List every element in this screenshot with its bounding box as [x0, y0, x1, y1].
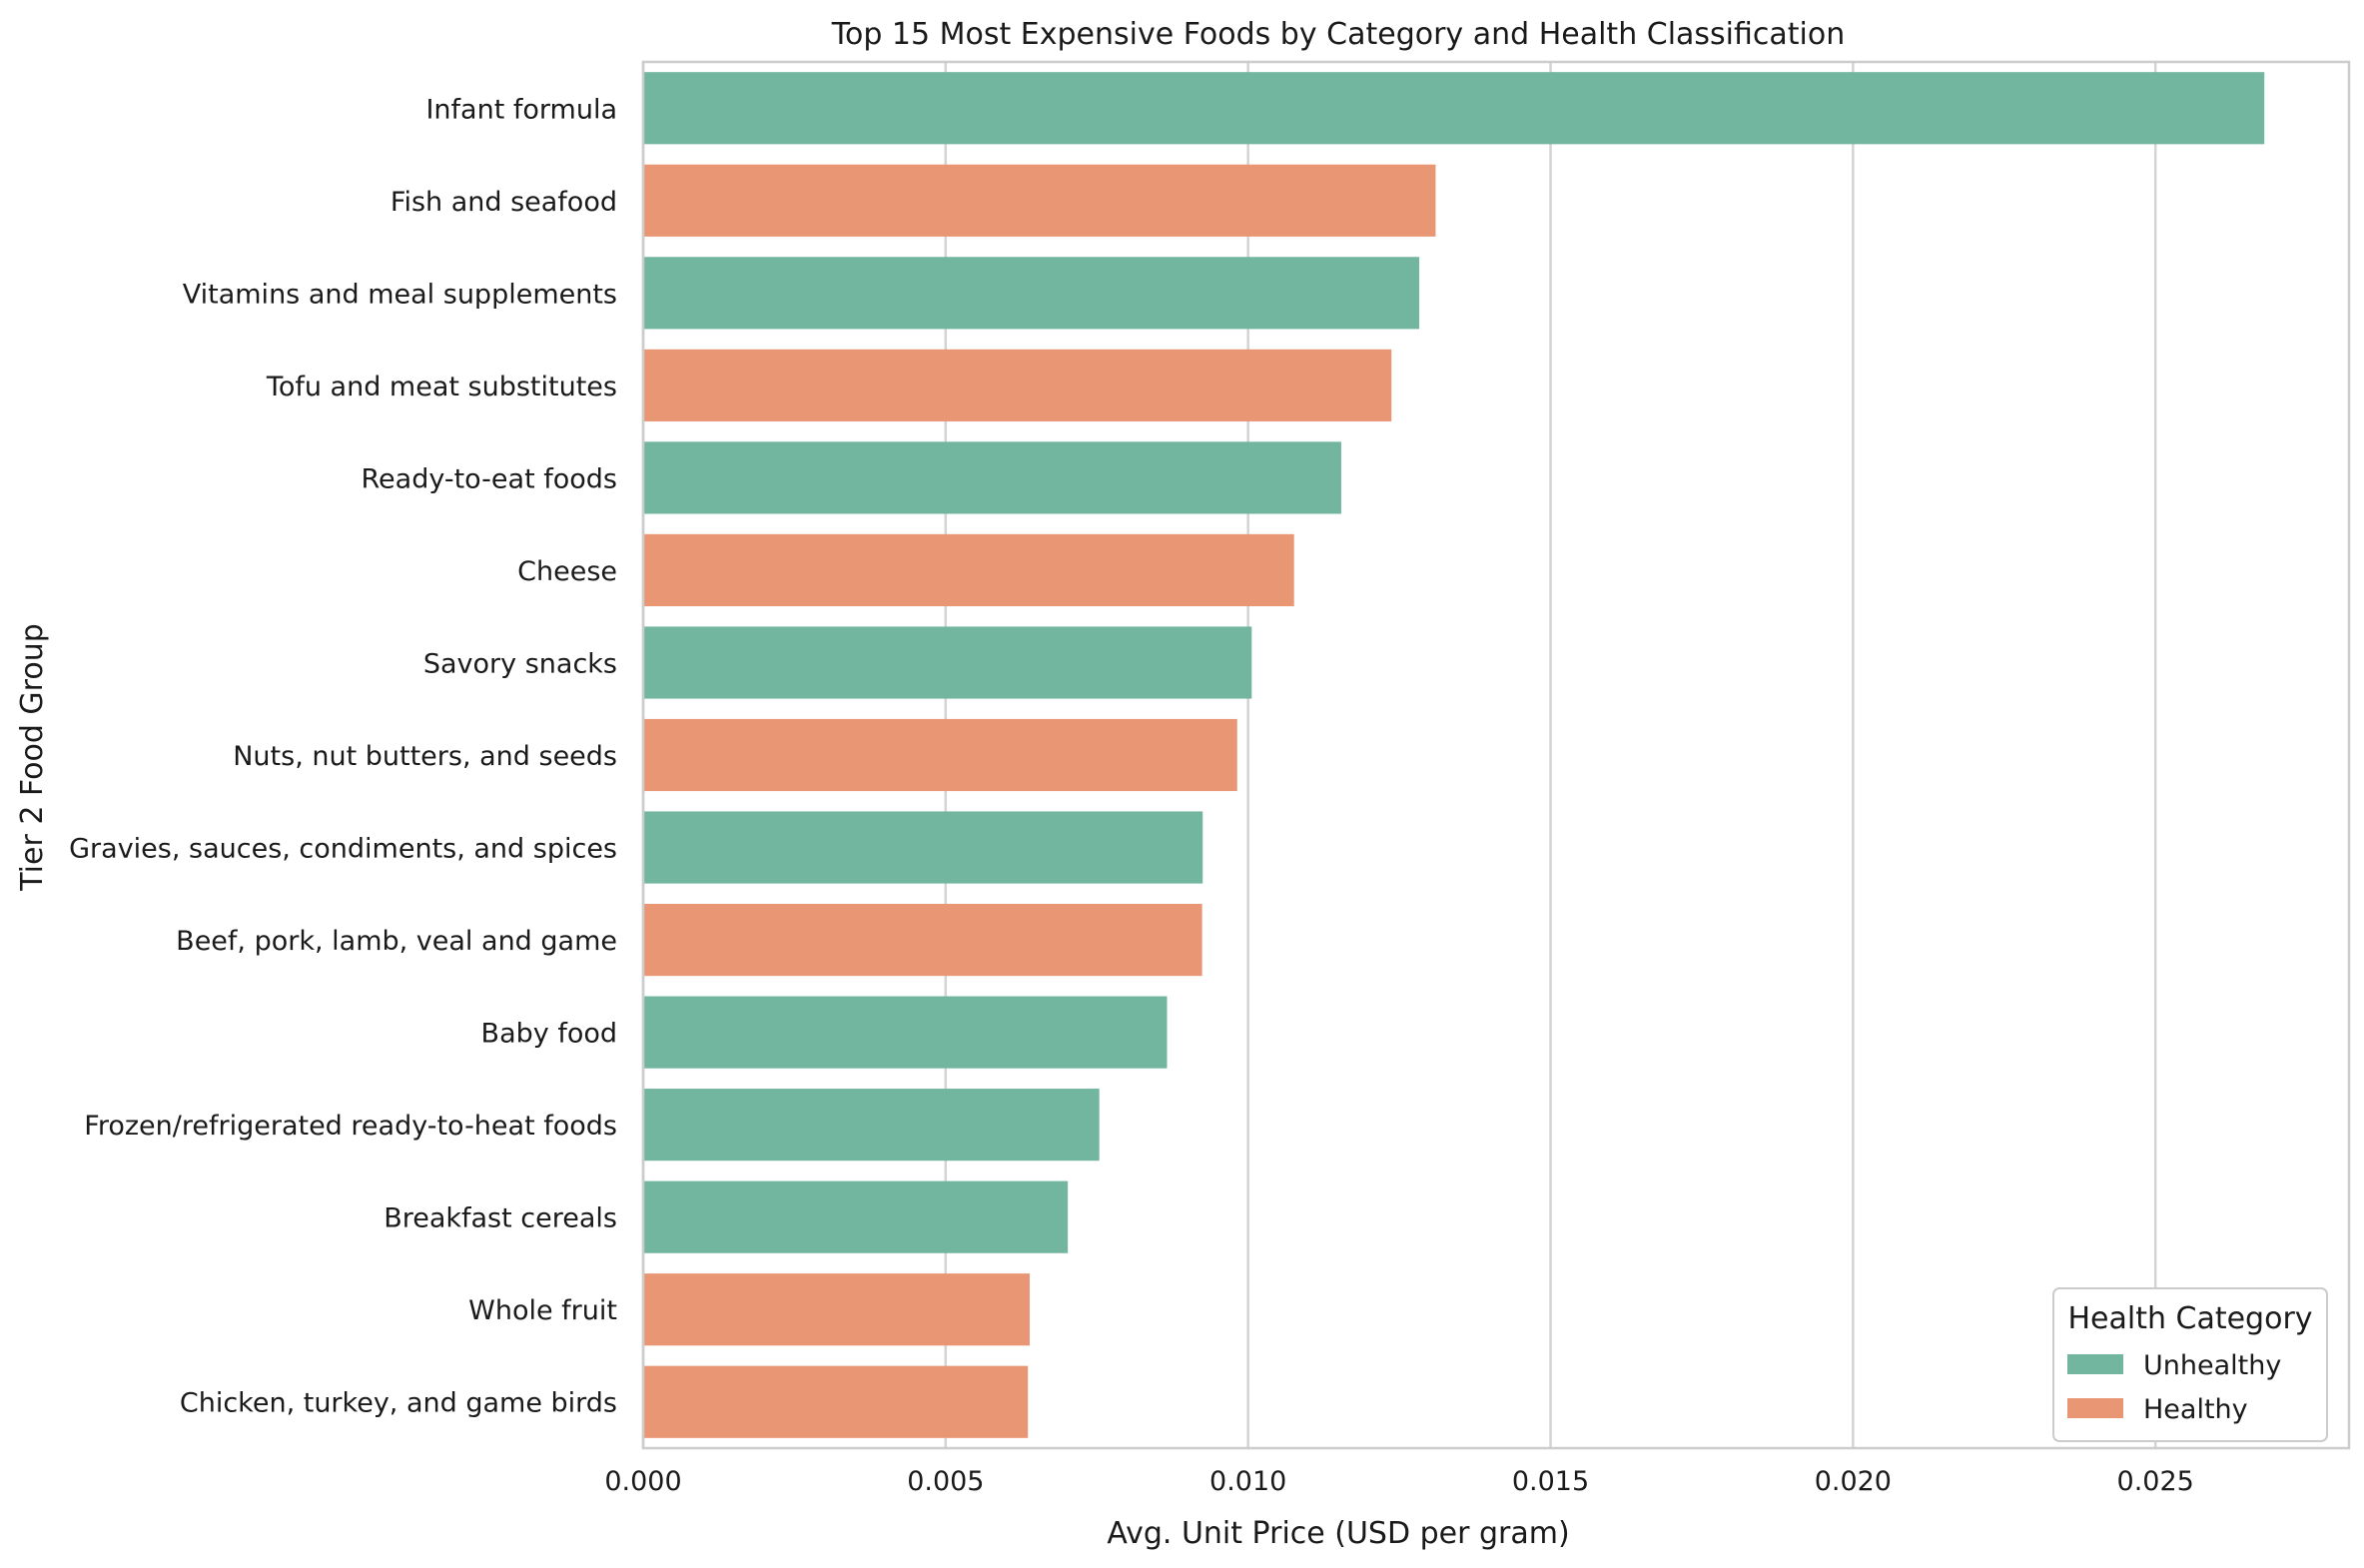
x-tick-labels: 0.000 0.005 0.010 0.015 0.020 0.025 — [604, 1466, 2193, 1497]
bar-baby-food — [643, 996, 1168, 1069]
y-tick-label: Frozen/refrigerated ready-to-heat foods — [84, 1111, 617, 1142]
bar-fish-and-seafood — [643, 164, 1436, 237]
plot-frame — [641, 60, 2351, 1450]
y-tick-label: Fish and seafood — [391, 187, 617, 218]
y-tick-label: Whole fruit — [468, 1295, 617, 1326]
y-tick-labels: Infant formula Fish and seafood Vitamins a… — [69, 94, 617, 1418]
legend-label-unhealthy: Unhealthy — [2143, 1350, 2281, 1381]
legend-swatch-unhealthy — [2067, 1354, 2123, 1374]
y-tick-label: Tofu and meat substitutes — [266, 372, 617, 402]
y-tick-label: Infant formula — [425, 94, 617, 125]
bar-chicken-turkey-and-game-birds — [643, 1365, 1029, 1438]
y-tick-label: Gravies, sauces, condiments, and spices — [69, 834, 617, 865]
bar-vitamins-and-meal-supplements — [643, 257, 1420, 330]
y-tick-label: Beef, pork, lamb, veal and game — [176, 926, 617, 957]
x-tick-label: 0.015 — [1512, 1466, 1589, 1497]
bar-savory-snacks — [643, 626, 1252, 699]
bar-infant-formula — [643, 72, 2265, 145]
y-tick-label: Ready-to-eat foods — [361, 463, 617, 494]
y-tick-label: Vitamins and meal supplements — [183, 279, 617, 310]
bar-frozen-refrigerated-ready-to-heat-foods — [643, 1089, 1100, 1162]
legend-title: Health Category — [2067, 1301, 2312, 1336]
y-tick-label: Baby food — [481, 1019, 617, 1050]
y-tick-label: Chicken, turkey, and game birds — [180, 1388, 617, 1419]
bar-nuts-nut-butters-and-seeds — [643, 718, 1237, 792]
bar-whole-fruit — [643, 1273, 1031, 1346]
legend-swatch-healthy — [2067, 1398, 2123, 1418]
bar-cheese — [643, 533, 1294, 607]
legend: Health Category Unhealthy Healthy — [2052, 1287, 2328, 1442]
x-tick-label: 0.020 — [1815, 1466, 1892, 1497]
y-tick-label: Savory snacks — [423, 648, 617, 679]
x-axis-label: Avg. Unit Price (USD per gram) — [1107, 1516, 1569, 1551]
x-tick-label: 0.025 — [2117, 1466, 2194, 1497]
legend-label-healthy: Healthy — [2143, 1394, 2248, 1425]
y-tick-label: Cheese — [517, 556, 617, 587]
y-axis-label: Tier 2 Food Group — [15, 623, 50, 892]
bars — [643, 72, 2265, 1438]
chart-title: Top 15 Most Expensive Foods by Category … — [831, 17, 1846, 52]
x-tick-label: 0.000 — [604, 1466, 681, 1497]
bar-tofu-and-meat-substitutes — [643, 349, 1392, 421]
y-tick-label: Nuts, nut butters, and seeds — [233, 741, 617, 772]
y-tick-label: Breakfast cereals — [384, 1203, 617, 1234]
bar-gravies-sauces-condiments-and-spices — [643, 811, 1203, 884]
bar-beef-pork-lamb-veal-and-game — [643, 903, 1202, 977]
bar-ready-to-eat-foods — [643, 441, 1341, 514]
x-tick-label: 0.010 — [1209, 1466, 1286, 1497]
x-tick-label: 0.005 — [907, 1466, 984, 1497]
bar-breakfast-cereals — [643, 1180, 1069, 1253]
